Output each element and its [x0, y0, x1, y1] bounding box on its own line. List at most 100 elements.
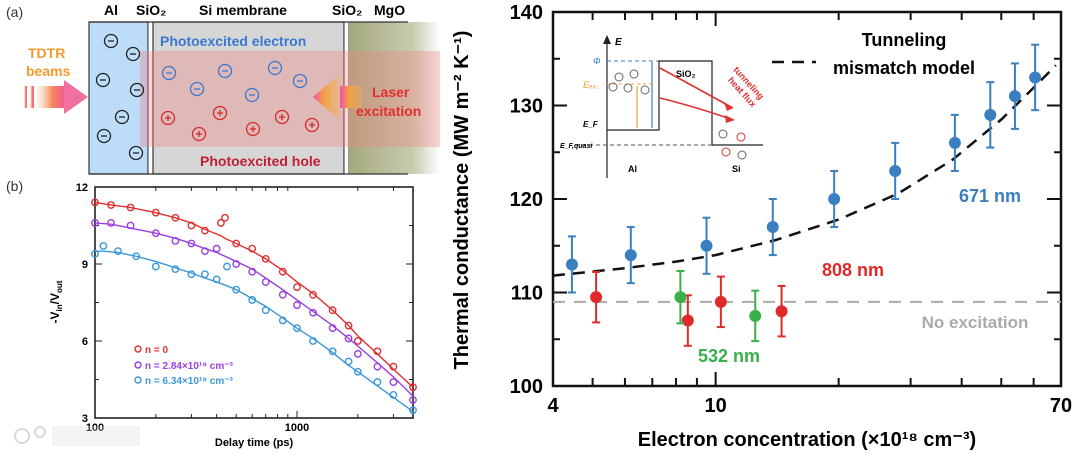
inset-carrier-icon — [736, 132, 746, 142]
y-tick-label: 110 — [511, 283, 543, 305]
data-point-2 — [674, 291, 687, 304]
inset-flux-label: tunnelingheat flux — [723, 65, 766, 110]
data-point-0 — [278, 267, 287, 276]
data-point-0 — [248, 244, 257, 253]
data-point-0 — [353, 337, 362, 345]
y-tick-label: 6 — [82, 336, 88, 348]
data-point-0 — [187, 221, 196, 230]
tunneling-model-curve — [552, 64, 1057, 277]
data-point-0 — [700, 239, 713, 252]
photoexcited-hole-icon — [274, 109, 290, 125]
data-point-1 — [775, 305, 788, 318]
inset-ef-label: E_F — [583, 120, 599, 129]
fit-line-1 — [94, 222, 414, 397]
data-point-2 — [309, 337, 317, 345]
inset-energy-label: E — [615, 37, 622, 48]
data-point-2 — [409, 406, 417, 415]
x-tick-label: 100 — [86, 422, 104, 434]
data-point-2 — [187, 270, 196, 279]
data-point-2 — [232, 285, 241, 294]
inset-efquasi-label: E_F,quasi — [560, 143, 593, 150]
laser-arrow-icon — [313, 74, 362, 120]
data-point-0 — [373, 347, 382, 356]
panel-a-diagram: (a) Al SiO₂ Si membrane SiO₂ MgO Photoex… — [6, 2, 440, 175]
inset-carrier-icon — [614, 72, 624, 82]
metal-electron-icon — [128, 145, 144, 161]
inset-carrier-icon — [640, 85, 650, 95]
data-point-1 — [261, 278, 270, 286]
data-point-1 — [171, 236, 180, 245]
series-label-532: 532 nm — [698, 346, 760, 366]
data-point-2 — [353, 367, 362, 376]
data-point-2 — [749, 309, 762, 322]
data-point-0 — [261, 254, 270, 263]
tdtr-label-1: TDTR — [28, 45, 65, 61]
data-point-1 — [91, 219, 99, 227]
excitation-region — [140, 51, 440, 147]
legend-marker-n0 — [134, 345, 142, 353]
data-point-2 — [373, 378, 382, 386]
metal-electron-icon — [103, 33, 119, 49]
metal-electron-icon — [114, 109, 130, 125]
x-tick-label: 4 — [547, 395, 559, 417]
metal-electron-icon — [125, 46, 141, 62]
panel-a-label: (a) — [6, 4, 23, 20]
data-point-1 — [328, 324, 337, 333]
inset-carrier-icon — [721, 147, 731, 157]
fit-line-2 — [95, 250, 414, 413]
data-point-0 — [889, 164, 902, 177]
model-legend-label-2: mismatch model — [833, 58, 975, 78]
laser-label-2: excitation — [356, 103, 421, 119]
watermark-logo — [14, 426, 140, 446]
inset-phi-label: Φ — [593, 56, 601, 66]
data-point-0 — [309, 290, 317, 299]
data-point-0 — [1008, 90, 1021, 103]
photoexcited-electron-icon — [189, 81, 205, 97]
data-point-2 — [278, 316, 287, 325]
y-tick-label: 12 — [76, 182, 88, 194]
legend-label-n284: n = 2.84×10¹⁹ cm⁻³ — [145, 361, 234, 372]
series-label-671: 671 nm — [959, 186, 1021, 206]
data-point-0 — [565, 258, 578, 271]
photoexcited-electron-icon — [217, 63, 233, 79]
data-point-0 — [766, 221, 779, 234]
data-point-0 — [91, 198, 99, 207]
y-tick-label: 140 — [510, 2, 543, 24]
data-point-2 — [248, 296, 257, 304]
data-point-0 — [948, 136, 961, 149]
data-point-0 — [171, 213, 180, 222]
series-label-808: 808 nm — [822, 260, 884, 280]
inset-carrier-icon — [629, 69, 639, 79]
data-point-1 — [107, 219, 115, 227]
data-point-0 — [409, 383, 417, 392]
data-point-2 — [171, 265, 180, 274]
metal-electron-icon — [129, 82, 145, 98]
data-point-1 — [409, 396, 417, 404]
inset-carrier-icon — [718, 129, 728, 139]
data-point-0 — [217, 219, 225, 227]
data-point-2 — [212, 275, 221, 284]
y-tick-label: 120 — [510, 189, 543, 211]
y-tick-label: 3 — [82, 413, 88, 425]
metal-electron-icon — [95, 72, 111, 88]
data-point-1 — [126, 221, 135, 230]
charge-carriers — [95, 33, 320, 161]
inset-barrier-label: SiO₂ — [676, 69, 696, 79]
y-tick-label: 9 — [82, 259, 88, 271]
hole-label: Photoexcited hole — [200, 153, 321, 169]
data-point-0 — [328, 306, 337, 315]
data-point-2 — [293, 324, 301, 333]
inset-eexc-label: Eₑₓ꜀ — [583, 80, 600, 90]
tdtr-label-2: beams — [26, 63, 71, 79]
inset-carrier-icon — [623, 83, 633, 93]
data-point-1 — [389, 378, 398, 386]
photoexcited-hole-icon — [191, 126, 207, 142]
data-point-0 — [984, 108, 997, 121]
x-tick-label: 1000 — [285, 422, 309, 434]
legend-marker-n284 — [134, 361, 142, 369]
data-point-2 — [223, 262, 231, 271]
conductance-ylabel: Thermal conductance (MW m⁻² K⁻¹) — [451, 31, 473, 370]
inset-si-label: Si — [732, 164, 741, 174]
layer-label-sio2-right: SiO₂ — [332, 2, 362, 18]
laser-label-1: Laser — [372, 84, 410, 100]
